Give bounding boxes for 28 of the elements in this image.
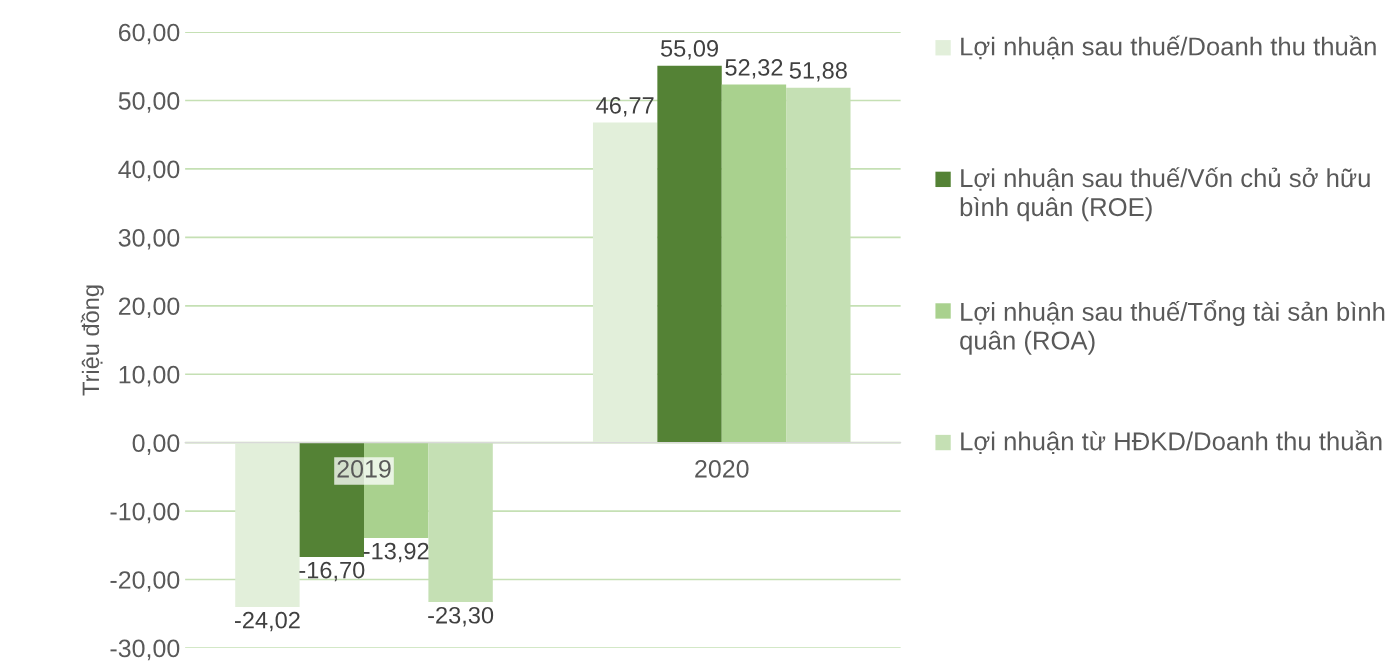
data-label: 55,09 [660,40,718,60]
legend-label: Lợi nhuận sau thuế/Tổng tài sản bình quân (ROA) [960,299,1385,355]
data-label: 51,88 [789,62,847,82]
bar [657,65,722,443]
legend-label: Lợi nhuận từ HĐKD/Doanh thu thuần [961,430,1382,455]
data-label: -24,02 [234,611,300,632]
data-label: -23,30 [428,606,494,627]
data-label: 46,77 [596,97,654,117]
bar [235,442,300,608]
bar [721,84,787,443]
bar [592,122,658,443]
data-label: 52,32 [725,59,783,79]
y-tick-label: 60,00 [118,23,180,45]
y-tick-label: 0,00 [132,434,180,455]
x-tick-label: 2020 [695,459,749,478]
y-tick-label: 20,00 [118,297,180,319]
y-tick-label: -20,00 [110,571,180,592]
y-tick-label: 40,00 [118,160,180,182]
legend-label: Lợi nhuận sau thuế/Vốn chủ sở hữu bình quân (ROE) [960,167,1370,222]
y-tick-label: -30,00 [110,639,180,661]
x-tick-label: 2019 [337,459,391,478]
legend-label: Lợi nhuận sau thuế/Doanh thu thuần [961,35,1376,60]
y-tick-label: 50,00 [118,92,180,113]
data-label: -16,70 [299,561,365,582]
y-tick-label: -10,00 [110,502,180,524]
y-axis-title: Triệu đồng [80,285,104,396]
y-tick-label: 10,00 [119,365,180,387]
y-tick-label: 30,00 [118,228,180,250]
